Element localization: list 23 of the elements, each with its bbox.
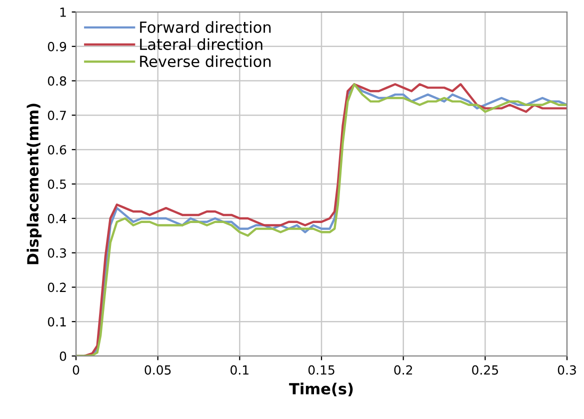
y-tick-label: 0 xyxy=(60,351,66,361)
x-axis-title: Time(s) xyxy=(289,382,353,396)
y-tick-label: 0.7 xyxy=(48,110,66,120)
y-tick-label: 0.8 xyxy=(48,76,66,86)
y-axis-title: Displacement(mm) xyxy=(26,104,42,264)
legend-label: Forward direction xyxy=(140,21,271,33)
y-tick-label: 0.1 xyxy=(48,317,66,327)
x-tick-label: 0.1 xyxy=(230,365,248,375)
x-tick-label: 0.2 xyxy=(394,365,412,375)
x-tick-label: 0.15 xyxy=(308,365,334,375)
legend-label: Reverse direction xyxy=(140,55,271,68)
x-tick-label: 0 xyxy=(72,365,80,375)
x-tick-label: 0.25 xyxy=(472,365,498,375)
y-tick-label: 0.4 xyxy=(48,214,66,224)
y-tick-label: 0.9 xyxy=(48,42,66,52)
y-tick-label: 0.5 xyxy=(48,179,66,189)
x-tick-label: 0.05 xyxy=(144,365,171,375)
y-tick-label: 0.6 xyxy=(48,145,66,155)
y-tick-label: 0.2 xyxy=(48,282,66,292)
y-tick-label: 1 xyxy=(60,8,66,17)
legend-label: Lateral direction xyxy=(140,38,262,50)
x-tick-label: 0.3 xyxy=(558,365,576,375)
y-tick-label: 0.3 xyxy=(48,248,66,258)
